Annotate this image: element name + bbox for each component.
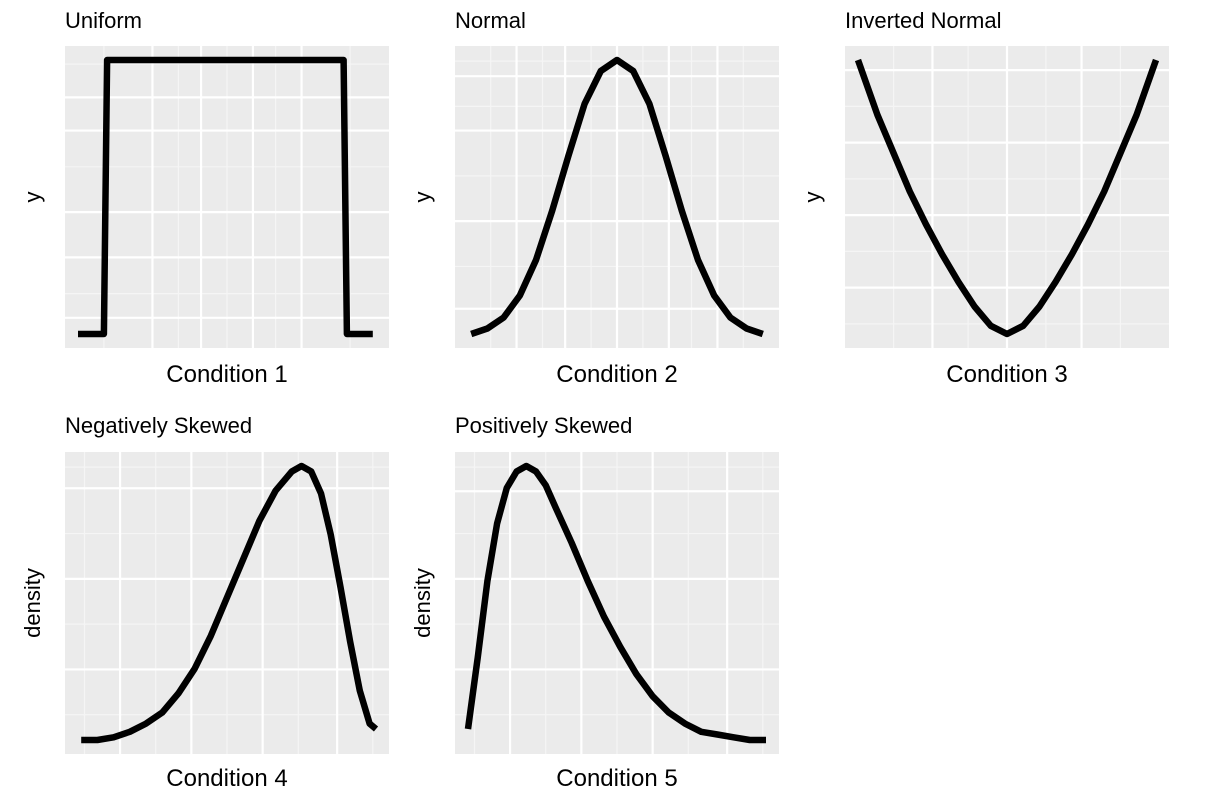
y-axis-label: y [410, 192, 435, 203]
chart-panel-2: Normal Condition 2 y [410, 8, 779, 388]
y-axis-label: density [20, 568, 45, 638]
panel-title: Uniform [65, 8, 142, 33]
series-line-1 [78, 56, 373, 338]
panel-title: Positively Skewed [455, 413, 632, 438]
x-axis-label: Condition 1 [166, 361, 287, 388]
chart-panel-1: Uniform Condition 1 y [20, 8, 389, 388]
series-line-1 [464, 462, 766, 744]
series-line-1 [470, 56, 764, 338]
y-axis-label: y [800, 192, 825, 203]
x-axis-label: Condition 4 [166, 765, 287, 792]
panel-title: Negatively Skewed [65, 413, 252, 438]
x-axis-label: Condition 2 [556, 361, 677, 388]
series-line-1 [854, 58, 1160, 338]
chart-panel-4: Negatively Skewed Condition 4 density [20, 413, 389, 792]
chart-panel-3: Inverted Normal Condition 3 y [800, 8, 1169, 388]
series-line-1 [81, 462, 379, 744]
x-axis-label: Condition 3 [946, 361, 1067, 388]
y-axis-label: density [410, 568, 435, 638]
x-axis-label: Condition 5 [556, 765, 677, 792]
panel-title: Inverted Normal [845, 8, 1002, 33]
chart-panel-5: Positively Skewed Condition 5 density [410, 413, 779, 792]
panel-title: Normal [455, 8, 526, 33]
y-axis-label: y [20, 192, 45, 203]
